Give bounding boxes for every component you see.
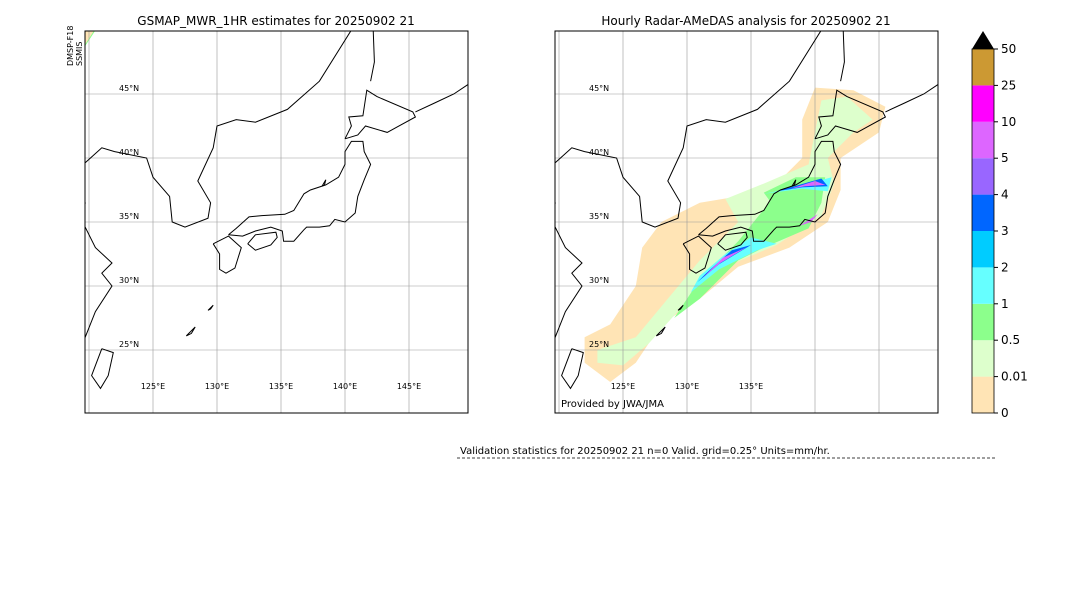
coastline bbox=[321, 179, 327, 187]
coastline bbox=[885, 83, 938, 113]
coastline bbox=[85, 202, 113, 338]
coastline bbox=[677, 304, 684, 311]
right-map bbox=[555, 31, 938, 413]
coastline bbox=[791, 179, 797, 187]
colorbar-label: 0.5 bbox=[1001, 333, 1020, 347]
rain-area bbox=[763, 177, 832, 194]
coastline bbox=[85, 31, 352, 228]
color-swatch bbox=[972, 267, 994, 304]
lon-label: 130°E bbox=[675, 382, 699, 391]
rain-area bbox=[597, 96, 873, 366]
coastline bbox=[555, 31, 822, 228]
lon-label: 130°E bbox=[205, 382, 229, 391]
lat-label: 45°N bbox=[119, 84, 139, 93]
rain-area bbox=[790, 181, 826, 189]
coastline bbox=[840, 31, 845, 82]
colorbar-label: 4 bbox=[1001, 188, 1009, 202]
side-label: DMSP-F18 bbox=[66, 26, 75, 66]
lon-label: 135°E bbox=[269, 382, 293, 391]
lat-label: 35°N bbox=[589, 212, 609, 221]
color-swatch bbox=[972, 303, 994, 341]
lat-label: 40°N bbox=[589, 148, 609, 157]
coastline bbox=[228, 140, 372, 242]
coastline bbox=[212, 235, 242, 274]
coastline bbox=[207, 304, 214, 311]
colorbar-label: 25 bbox=[1001, 78, 1016, 92]
map-frame bbox=[84, 30, 469, 414]
color-swatch bbox=[972, 340, 994, 377]
left-map bbox=[85, 31, 468, 413]
lat-label: 25°N bbox=[589, 340, 609, 349]
coastline bbox=[682, 235, 712, 274]
side-label: SSMIS bbox=[75, 42, 84, 67]
colorbar-label: 5 bbox=[1001, 151, 1009, 165]
lat-label: 30°N bbox=[589, 276, 609, 285]
right-title: Hourly Radar-AMeDAS analysis for 2025090… bbox=[601, 14, 890, 28]
colorbar-label: 3 bbox=[1001, 224, 1009, 238]
lon-label: 125°E bbox=[611, 382, 635, 391]
lon-label: 125°E bbox=[141, 382, 165, 391]
coastline bbox=[344, 89, 417, 140]
color-swatch bbox=[972, 49, 994, 86]
rain-area bbox=[85, 31, 95, 47]
color-swatch bbox=[972, 231, 994, 268]
lon-label: 135°E bbox=[739, 382, 763, 391]
coastline bbox=[717, 231, 748, 251]
rain-area bbox=[690, 237, 777, 293]
coastline bbox=[561, 348, 584, 390]
coastline bbox=[814, 89, 887, 140]
coastline bbox=[91, 348, 114, 390]
lat-label: 40°N bbox=[119, 148, 139, 157]
colorbar-label: 0 bbox=[1001, 406, 1009, 420]
lat-label: 35°N bbox=[119, 212, 139, 221]
color-swatch bbox=[972, 376, 994, 413]
color-swatch bbox=[972, 85, 994, 122]
coastline bbox=[247, 231, 278, 251]
lat-label: 25°N bbox=[119, 340, 139, 349]
left-title: GSMAP_MWR_1HR estimates for 20250902 21 bbox=[137, 14, 414, 28]
coastline bbox=[415, 83, 468, 113]
lon-label: 140°E bbox=[333, 382, 357, 391]
colorbar-label: 50 bbox=[1001, 42, 1016, 56]
colorbar-label: 10 bbox=[1001, 115, 1016, 129]
coastline bbox=[655, 326, 666, 337]
lat-label: 45°N bbox=[589, 84, 609, 93]
extend-arrow bbox=[972, 31, 994, 49]
credit: Provided by JWA/JMA bbox=[561, 399, 664, 410]
color-swatch bbox=[972, 121, 994, 159]
colorbar-label: 0.01 bbox=[1001, 370, 1028, 384]
colorbar: 0 0.01 0.5 1 2 3 4 5 10 25 50 bbox=[971, 31, 1028, 420]
color-swatch bbox=[972, 194, 994, 231]
map-frame bbox=[554, 30, 939, 414]
colorbar-label: 1 bbox=[1001, 297, 1009, 311]
coastline bbox=[185, 326, 196, 337]
coastline bbox=[555, 202, 583, 338]
lon-label: 145°E bbox=[397, 382, 421, 391]
lat-label: 30°N bbox=[119, 276, 139, 285]
coastline bbox=[370, 31, 375, 82]
coastline bbox=[698, 140, 842, 242]
validation-text: Validation statistics for 20250902 21 n=… bbox=[460, 446, 830, 457]
color-swatch bbox=[972, 158, 994, 195]
colorbar-label: 2 bbox=[1001, 260, 1009, 274]
